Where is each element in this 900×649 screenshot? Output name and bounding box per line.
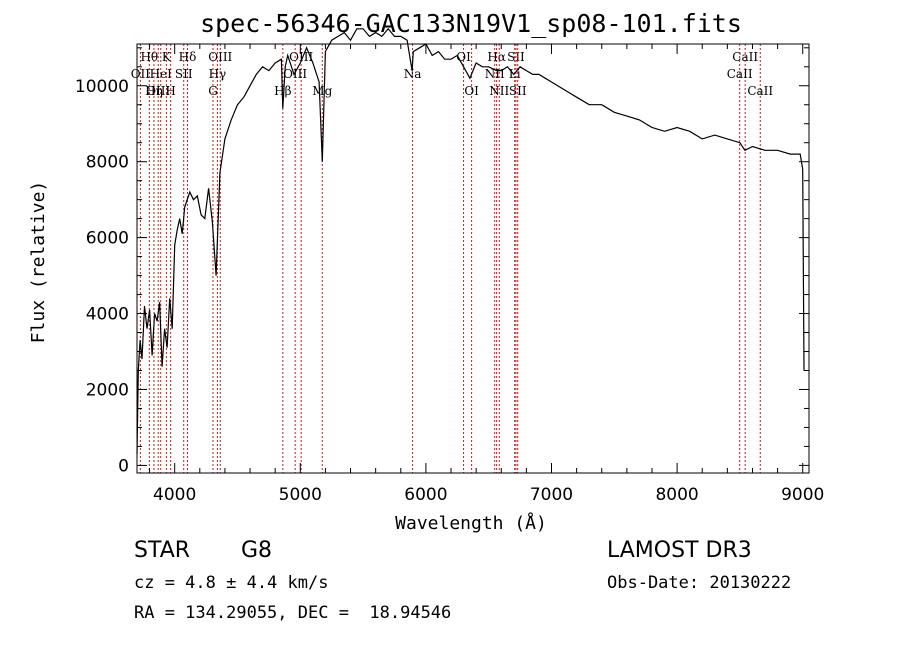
axes: 4000 5000 6000 7000 8000 9000 0 2000 4000 6000 800…: [75, 43, 824, 505]
line-label-24: SII: [509, 84, 527, 98]
line-label-1: OII: [131, 67, 151, 81]
line-label-27: CaII: [747, 84, 773, 98]
x-tick-label-5: 9000: [781, 485, 824, 505]
line-label-5: Hη: [145, 84, 163, 98]
x-tick-label-3: 7000: [530, 485, 573, 505]
y-tick-label-2: 4000: [86, 305, 129, 325]
line-label-4: HeI: [150, 67, 173, 81]
line-label-2: OIII: [146, 84, 170, 98]
line-label-9: OIII: [208, 50, 232, 64]
plot-frame: [136, 43, 810, 474]
line-label-7: SII: [175, 67, 193, 81]
line-label-10: Hγ: [209, 67, 227, 81]
y-tick-label-0: 0: [118, 456, 129, 476]
observation-date: Obs-Date: 20130222: [607, 573, 792, 593]
y-tick-label-4: 8000: [86, 153, 129, 173]
line-label-6: Hδ: [179, 50, 197, 64]
x-tick-label-0: 4000: [153, 485, 196, 505]
line-label-0: Hθ: [140, 50, 158, 64]
line-label-19: Hα: [487, 50, 506, 64]
line-label-25: CaII: [732, 50, 758, 64]
x-tick-label-2: 6000: [404, 485, 447, 505]
y-tick-label-5: 10000: [75, 77, 129, 97]
line-label-13: OIII: [283, 67, 307, 81]
line-label-21: NII: [489, 84, 509, 98]
line-label-26: CaII: [727, 67, 753, 81]
line-label-8: H: [165, 84, 175, 98]
survey-name: LAMOST DR3: [607, 538, 752, 563]
line-label-11: G: [208, 84, 218, 98]
line-label-16: Na: [404, 67, 422, 81]
y-tick-label-1: 2000: [86, 380, 129, 400]
object-class: STAR: [134, 538, 191, 563]
x-tick-label-1: 5000: [279, 485, 322, 505]
y-axis-label: Flux (relative): [28, 181, 49, 344]
chart-title: spec-56346-GAC133N19V1_sp08-101.fits: [200, 9, 742, 38]
redshift-velocity: cz = 4.8 ± 4.4 km/s: [134, 573, 329, 593]
line-label-22: SII: [507, 50, 525, 64]
line-label-15: Mg: [312, 84, 332, 98]
object-subclass: G8: [241, 538, 273, 563]
x-tick-label-4: 8000: [655, 485, 698, 505]
coordinates: RA = 134.29055, DEC = 18.94546: [134, 603, 452, 623]
line-label-18: OI: [464, 84, 479, 98]
y-tick-label-3: 6000: [86, 229, 129, 249]
spectrum-series: [136, 27, 805, 455]
spectrum-line: [136, 27, 805, 455]
x-axis-label: Wavelength (Å): [395, 512, 547, 534]
line-label-3: K: [162, 50, 172, 64]
